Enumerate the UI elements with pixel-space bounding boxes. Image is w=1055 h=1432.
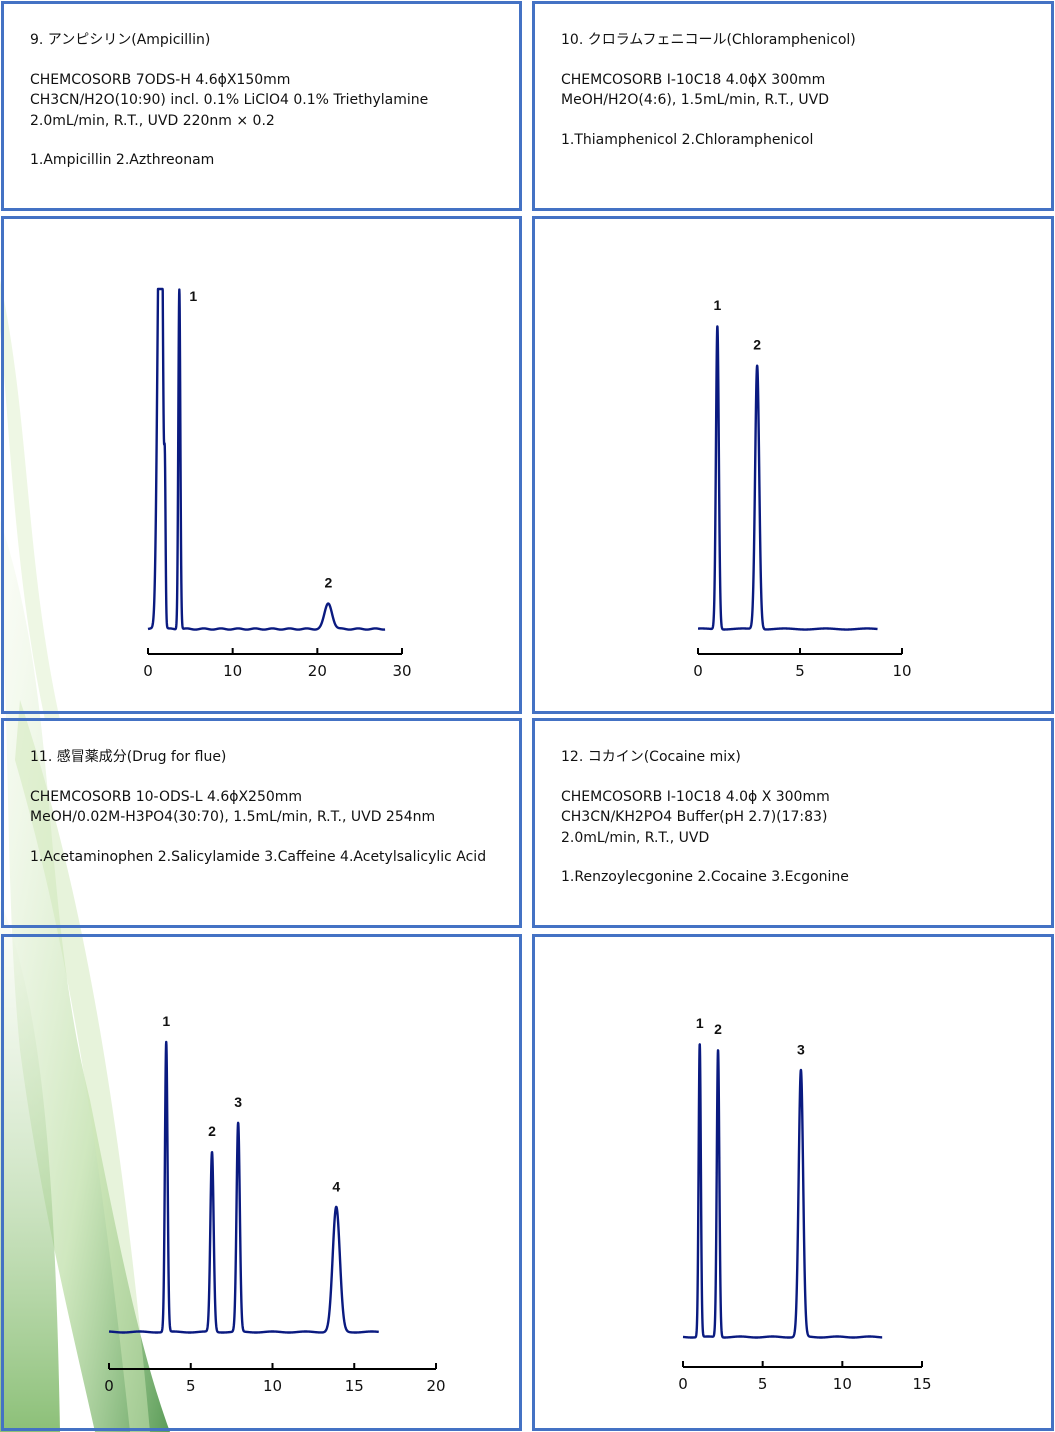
panel-11-conditions-1: MeOH/0.02M-H3PO4(30:70), 1.5mL/min, R.T.… (30, 809, 436, 825)
x-tick-label: 15 (345, 1377, 364, 1395)
chromatogram-12: 0 5 10 15 1 2 3 (678, 1015, 931, 1393)
x-tick-label: 20 (308, 662, 327, 680)
chromatogram-11: 0 5 10 15 20 1 2 3 4 (104, 1013, 445, 1395)
chromatogram-trace (696, 325, 879, 631)
panel-12-title: 12. コカイン(Cocaine mix) (561, 749, 741, 765)
x-tick-label: 10 (833, 1375, 852, 1393)
panel-9-info: 9. アンピシリン(Ampicillin) CHEMCOSORB 7ODS-H … (1, 1, 522, 211)
x-tick-label: 0 (143, 662, 153, 680)
panel-11-info: 11. 感冒薬成分(Drug for flue) CHEMCOSORB 10-O… (1, 718, 522, 928)
chromatogram-10: 0 5 10 1 2 (693, 297, 911, 680)
chromatogram-9: 0 10 20 30 1 2 (143, 287, 412, 680)
chart-panel-9: 0 10 20 30 1 2 (1, 216, 522, 714)
x-tick-label: 30 (392, 662, 411, 680)
x-tick-label: 20 (426, 1377, 445, 1395)
panel-10-column: CHEMCOSORB I-10C18 4.0ϕX 300mm (561, 71, 826, 88)
chart-panel-11: 0 5 10 15 20 1 2 3 4 (1, 934, 522, 1431)
panel-10-conditions-1: MeOH/H2O(4:6), 1.5mL/min, R.T., UVD (561, 92, 830, 108)
x-tick-label: 10 (223, 662, 242, 680)
chromatogram-trace (146, 287, 387, 631)
panel-9-column: CHEMCOSORB 7ODS-H 4.6ϕX150mm (30, 71, 291, 88)
peak-label: 4 (332, 1178, 340, 1194)
x-tick-label: 5 (186, 1377, 196, 1395)
peak-label: 1 (189, 288, 197, 304)
peak-label: 2 (324, 575, 332, 591)
peak-label: 1 (162, 1013, 170, 1029)
panel-12-info: 12. コカイン(Cocaine mix) CHEMCOSORB I-10C18… (532, 718, 1054, 928)
x-tick-label: 0 (104, 1377, 114, 1395)
panel-9-conditions-2: 2.0mL/min, R.T., UVD 220nm × 0.2 (30, 112, 275, 129)
panel-12-conditions-2: 2.0mL/min, R.T., UVD (561, 829, 710, 846)
chart-panel-12: 0 5 10 15 1 2 3 (532, 934, 1054, 1431)
chromatogram-trace (681, 1043, 884, 1339)
x-tick-label: 15 (912, 1375, 931, 1393)
panel-11-compounds: 1.Acetaminophen 2.Salicylamide 3.Caffein… (30, 848, 487, 865)
peak-label: 1 (696, 1015, 704, 1031)
peak-label: 3 (234, 1094, 242, 1110)
x-tick-label: 5 (758, 1375, 768, 1393)
panel-12-conditions-1: CH3CN/KH2PO4 Buffer(pH 2.7)(17:83) (561, 809, 828, 825)
x-tick-label: 0 (693, 662, 703, 680)
panel-12-compounds: 1.Renzoylecgonine 2.Cocaine 3.Ecgonine (561, 869, 849, 885)
peak-label: 2 (714, 1021, 722, 1037)
x-tick-label: 5 (795, 662, 805, 680)
peak-label: 2 (208, 1123, 216, 1139)
x-tick-label: 10 (892, 662, 911, 680)
panel-11-title: 11. 感冒薬成分(Drug for flue) (30, 749, 227, 765)
panel-10-compounds: 1.Thiamphenicol 2.Chloramphenicol (561, 131, 814, 148)
x-tick-label: 0 (678, 1375, 688, 1393)
peak-label: 3 (797, 1041, 805, 1057)
x-tick-label: 10 (263, 1377, 282, 1395)
chromatogram-trace (107, 1040, 380, 1334)
panel-9-conditions-1: CH3CN/H2O(10:90) incl. 0.1% LiClO4 0.1% … (30, 92, 429, 108)
panel-10-title: 10. クロラムフェニコール(Chloramphenicol) (561, 32, 856, 48)
chart-panel-10: 0 5 10 1 2 (532, 216, 1054, 714)
panel-9-compounds: 1.Ampicillin 2.Azthreonam (30, 152, 215, 168)
panel-10-info: 10. クロラムフェニコール(Chloramphenicol) CHEMCOSO… (532, 1, 1054, 211)
peak-label: 1 (713, 297, 721, 313)
panel-12-column: CHEMCOSORB I-10C18 4.0ϕ X 300mm (561, 788, 830, 805)
panel-9-title: 9. アンピシリン(Ampicillin) (30, 32, 211, 48)
peak-label: 2 (753, 336, 761, 352)
panel-11-column: CHEMCOSORB 10-ODS-L 4.6ϕX250mm (30, 788, 303, 805)
